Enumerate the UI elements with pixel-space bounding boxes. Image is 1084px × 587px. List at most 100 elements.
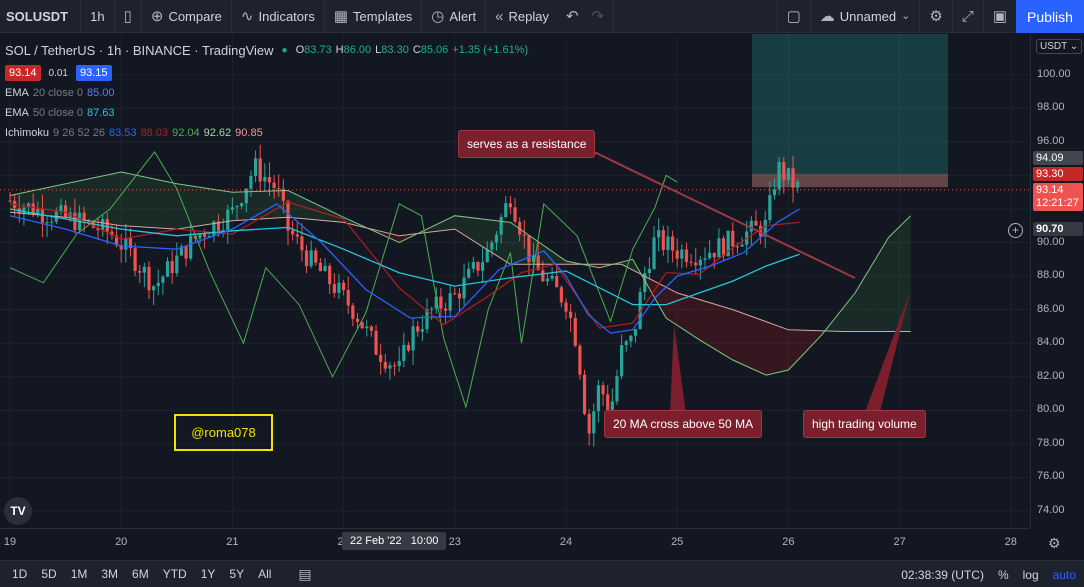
gear-icon: ⚙ bbox=[929, 8, 943, 25]
candle-up bbox=[207, 236, 211, 238]
candle-up bbox=[624, 341, 628, 346]
currency-select[interactable]: USDT ⌄ bbox=[1036, 39, 1083, 54]
auto-toggle[interactable]: auto bbox=[1052, 567, 1076, 582]
ma-cross-note[interactable]: 20 MA cross above 50 MA bbox=[604, 410, 763, 438]
range-button-3m[interactable]: 3M bbox=[101, 567, 119, 581]
candle-down bbox=[291, 230, 295, 235]
range-button-5d[interactable]: 5D bbox=[41, 567, 57, 581]
ema20-legend[interactable]: EMA 20 close 0 85.00 bbox=[5, 83, 528, 103]
percent-toggle[interactable]: % bbox=[997, 567, 1009, 582]
indicators-label: Indicators bbox=[258, 8, 315, 24]
price-axis[interactable]: USDT ⌄ 74.00 76.00 78.00 80.00 82.00 84.00 86.… bbox=[1030, 34, 1084, 528]
kumo-cloud-segment bbox=[249, 191, 255, 220]
kumo-cloud-segment bbox=[810, 330, 817, 347]
redo-icon[interactable]: ↷ bbox=[591, 7, 605, 25]
range-button-all[interactable]: All bbox=[258, 567, 272, 581]
ichimoku-legend[interactable]: Ichimoku 9 26 52 26 83.53 88.03 92.04 92… bbox=[5, 123, 528, 143]
compare-label: Compare bbox=[168, 8, 222, 24]
kumo-cloud-segment bbox=[866, 265, 872, 332]
lagging-line bbox=[9, 151, 678, 409]
replay-button[interactable]: «Replay ↶ ↷ bbox=[486, 0, 615, 33]
span_b-line bbox=[9, 211, 911, 332]
range-button-1y[interactable]: 1Y bbox=[200, 567, 216, 581]
resistance-note[interactable]: serves as a resistance bbox=[458, 130, 596, 158]
candle-up bbox=[485, 249, 489, 263]
candle-up bbox=[59, 205, 63, 212]
layout-menu-button[interactable]: ☁ Unnamed ⌄ bbox=[809, 0, 920, 33]
ema50-legend[interactable]: EMA 50 close 0 87.63 bbox=[5, 103, 528, 123]
kumo-cloud-segment bbox=[149, 177, 155, 228]
range-button-1m[interactable]: 1M bbox=[70, 567, 88, 581]
candle-down bbox=[128, 238, 133, 249]
add-plus-icon[interactable]: + bbox=[1008, 223, 1023, 238]
long-position-stop-zone bbox=[752, 173, 948, 188]
symbol-search-button[interactable]: SOLUSDT bbox=[0, 0, 82, 33]
indicators-button[interactable]: ∿ Indicators bbox=[232, 0, 325, 33]
time-tick-label: 24 bbox=[559, 536, 573, 548]
settings-button[interactable]: ⚙ bbox=[919, 0, 951, 33]
sell-price-box[interactable]: 93.14 bbox=[5, 65, 41, 81]
candle-up bbox=[592, 411, 596, 434]
time-axis[interactable]: 19202122232425262728 22 Feb '22 10:00 bbox=[0, 528, 1030, 555]
candle-up bbox=[337, 282, 341, 293]
kumo-cloud-segment bbox=[771, 323, 778, 374]
candle-up bbox=[50, 221, 54, 223]
price-chart[interactable] bbox=[0, 34, 1030, 528]
low-label: L bbox=[375, 44, 382, 56]
chart-pane[interactable] bbox=[0, 34, 1030, 528]
interval-button[interactable]: 1h bbox=[81, 0, 115, 33]
candle-up bbox=[22, 207, 26, 214]
candle-down bbox=[31, 203, 35, 215]
candle-down bbox=[670, 236, 675, 251]
candle-down bbox=[87, 220, 91, 222]
kumo-cloud-segment bbox=[315, 203, 322, 221]
candle-up bbox=[726, 230, 730, 257]
price-tick-label: 80.00 bbox=[1037, 403, 1065, 416]
buy-price-box[interactable]: 93.15 bbox=[76, 65, 112, 81]
change-value: +1.35 (+1.61%) bbox=[452, 44, 529, 56]
candle-down bbox=[527, 235, 531, 263]
candle-up bbox=[365, 326, 369, 329]
templates-button[interactable]: ▦ Templates bbox=[325, 0, 423, 33]
log-toggle[interactable]: log bbox=[1022, 567, 1039, 582]
date-range-icon[interactable]: ▤ bbox=[298, 565, 312, 582]
candle-down bbox=[513, 207, 517, 222]
candle-down bbox=[64, 205, 68, 217]
chart-legend: SOL / TetherUS · 1h · BINANCE · TradingV… bbox=[5, 40, 528, 143]
range-button-1d[interactable]: 1D bbox=[12, 567, 28, 581]
layout-name: Unnamed bbox=[839, 9, 897, 24]
chart-type-button[interactable]: ▯ bbox=[115, 0, 142, 33]
candle-down bbox=[147, 266, 151, 291]
candle-up bbox=[101, 219, 105, 231]
ichimoku-name: Ichimoku bbox=[5, 127, 50, 139]
publish-button[interactable]: Publish bbox=[1016, 0, 1084, 33]
volume-note[interactable]: high trading volume bbox=[803, 410, 926, 438]
undo-icon[interactable]: ↶ bbox=[565, 7, 579, 25]
ema50-name: EMA bbox=[5, 107, 29, 119]
utc-clock[interactable]: 02:38:39 (UTC) bbox=[901, 567, 984, 582]
range-button-ytd[interactable]: YTD bbox=[162, 567, 187, 581]
square-icon: ▢ bbox=[786, 8, 801, 25]
cloud-icon: ☁ bbox=[819, 8, 835, 25]
range-button-6m[interactable]: 6M bbox=[132, 567, 149, 581]
base-line bbox=[9, 201, 800, 329]
price-tick-label: 96.00 bbox=[1037, 134, 1065, 147]
fullscreen-button[interactable]: ⤢ bbox=[951, 0, 983, 33]
alert-button[interactable]: ◷ Alert bbox=[422, 0, 487, 33]
candle-up bbox=[717, 238, 721, 258]
compare-button[interactable]: ⊕ Compare bbox=[142, 0, 232, 33]
kumo-cloud-segment bbox=[877, 246, 883, 332]
candle-up bbox=[545, 278, 550, 282]
snapshot-button[interactable]: ▣ bbox=[982, 0, 1016, 33]
tradingview-logo[interactable]: TV bbox=[4, 497, 32, 525]
kumo-cloud-segment bbox=[132, 174, 138, 227]
ichimoku-params: 9 26 52 26 bbox=[53, 127, 106, 139]
kumo-cloud-segment bbox=[465, 217, 472, 240]
fullscreen-layout-button[interactable]: ▢ bbox=[776, 0, 810, 33]
time-axis-gear-icon[interactable]: ⚙ bbox=[1048, 535, 1061, 551]
candle-up bbox=[652, 237, 656, 269]
templates-label: Templates bbox=[353, 8, 413, 24]
range-button-5y[interactable]: 5Y bbox=[229, 567, 245, 581]
symbol-title[interactable]: SOL / TetherUS · 1h · BINANCE · TradingV… bbox=[5, 42, 274, 58]
kumo-cloud-segment bbox=[699, 299, 705, 344]
